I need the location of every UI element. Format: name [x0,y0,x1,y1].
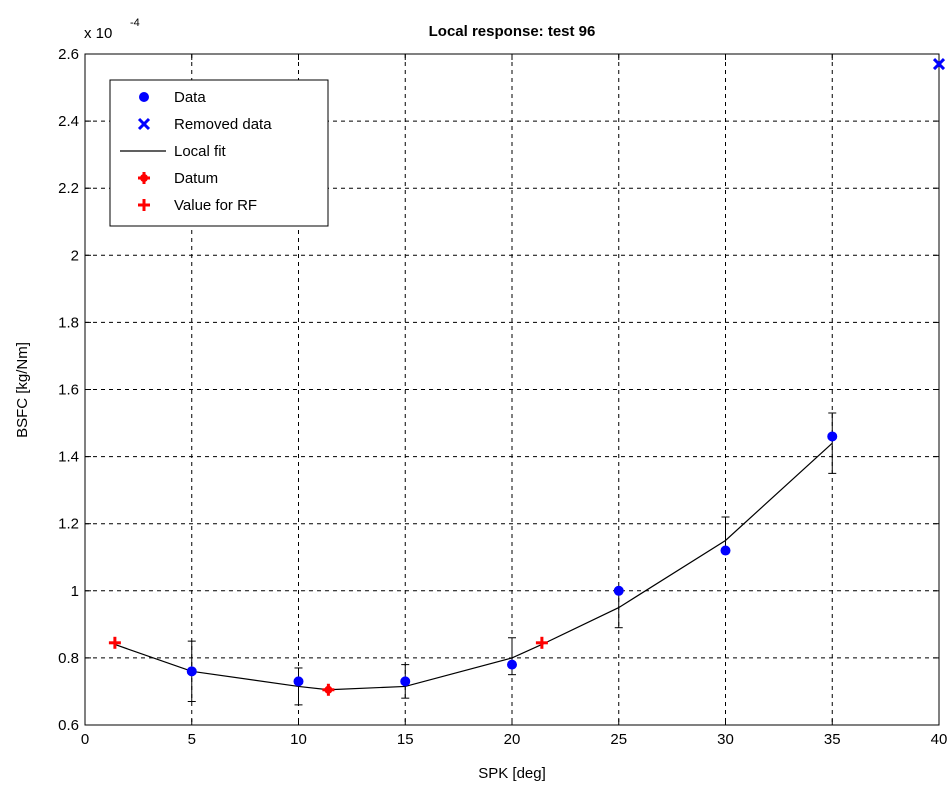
exponent-power: -4 [130,17,140,29]
error-bar [294,667,303,706]
y-tick-label: 1.8 [58,314,79,331]
data-point [400,676,411,687]
legend-item: Datum [138,170,218,187]
x-tick-label: 25 [610,731,627,748]
error-bars [187,412,837,706]
legend-item: Removed data [137,116,272,133]
legend-item: Local fit [120,143,227,160]
x-axis-ticks: 0 5 10 15 20 25 30 35 40 [81,54,948,748]
legend-symbol [138,199,150,211]
x-tick-label: 20 [504,731,521,748]
value-for-rf-point [535,636,548,649]
chart-marks [108,58,946,696]
exponent-base: x 10 [84,25,112,42]
y-tick-label: 0.8 [58,650,79,667]
legend-label: Datum [174,170,218,187]
y-tick-label: 1.2 [58,516,79,533]
x-tick-label: 30 [717,731,734,748]
axis-exponent: x 10 -4 [84,17,140,42]
x-tick-label: 15 [397,731,414,748]
legend-label: Data [174,89,206,106]
y-tick-label: 2.2 [58,180,79,197]
removed-data-point [932,58,946,71]
legend-label: Local fit [174,143,227,160]
chart-title: Local response: test 96 [429,23,596,40]
x-tick-label: 35 [824,731,841,748]
legend-label: Value for RF [174,197,257,214]
legend-symbol [139,92,149,102]
x-tick-label: 10 [290,731,307,748]
data-point [293,676,304,687]
y-axis-ticks: 0.6 0.8 1 1.2 1.4 1.6 1.8 2 2.2 2.4 2.6 [58,46,939,734]
legend-symbol [137,117,151,131]
y-tick-label: 1.6 [58,382,79,399]
data-point [720,545,731,556]
x-tick-label: 0 [81,731,89,748]
datum-point [322,683,335,696]
y-tick-label: 2 [71,247,79,264]
data-point [186,666,197,677]
y-tick-label: 2.4 [58,113,79,130]
x-tick-label: 5 [188,731,196,748]
error-bar [828,412,837,474]
x-tick-label: 40 [931,731,948,748]
y-tick-label: 2.6 [58,46,79,63]
value-for-rf-point [108,636,121,649]
local-fit-curve [114,442,833,691]
legend-symbol [138,172,150,184]
data-point [613,585,624,596]
legend-item: Value for RF [138,197,257,214]
x-axis-label: SPK [deg] [478,765,546,782]
y-axis-label: BSFC [kg/Nm] [14,342,31,438]
data-point [507,659,517,670]
legend-label: Removed data [174,116,272,133]
y-tick-label: 0.6 [58,717,79,734]
legend-item: Data [139,89,206,106]
local-fit-line [114,442,833,691]
y-tick-label: 1 [71,583,79,600]
legend: Data Removed data Local fit Datum Value for … [109,79,329,227]
legend-box [109,79,329,227]
data-point [827,431,838,442]
y-tick-label: 1.4 [58,449,79,466]
